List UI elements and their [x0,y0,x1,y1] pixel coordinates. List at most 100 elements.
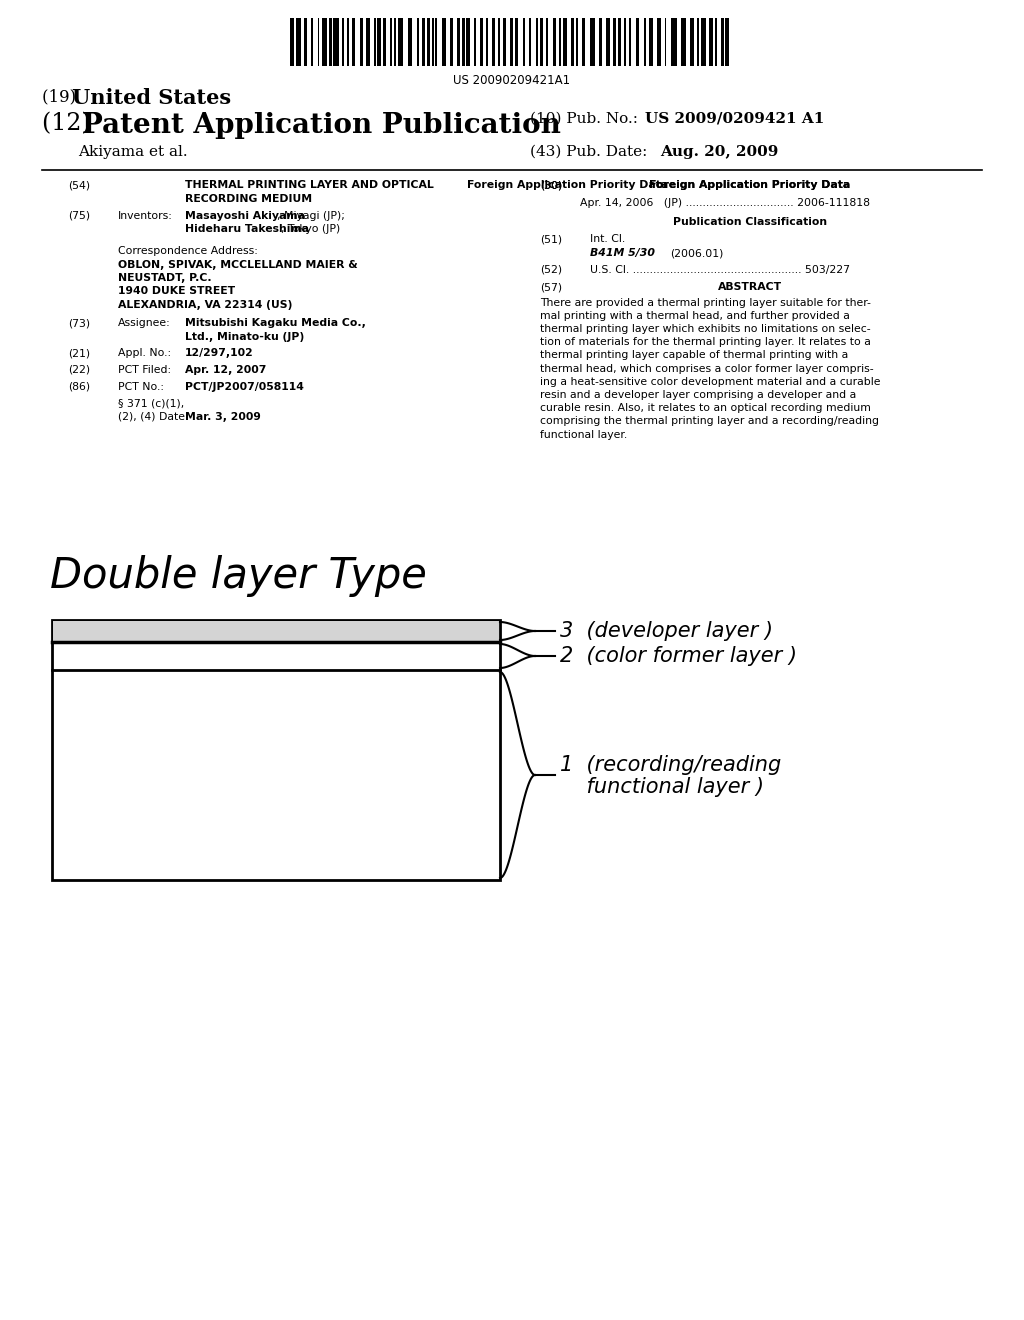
Bar [53,620,499,642]
Bar [322,18,327,66]
Bar [617,18,622,66]
Text: (2006.01): (2006.01) [670,248,723,257]
Text: Apr. 14, 2006   (JP) ................................ 2006-111818: Apr. 14, 2006 (JP) .....................… [580,198,870,207]
Bar [383,18,386,66]
Text: OBLON, SPIVAK, MCCLELLAND MAIER &: OBLON, SPIVAK, MCCLELLAND MAIER & [118,260,357,269]
Bar [342,18,344,66]
Text: Correspondence Address:: Correspondence Address: [118,246,258,256]
Text: (73): (73) [68,318,90,329]
Bar [636,18,639,66]
Bar [296,18,301,66]
Bar [334,18,339,66]
Text: Masayoshi Akiyama: Masayoshi Akiyama [185,211,305,220]
Text: (43) Pub. Date:: (43) Pub. Date: [530,145,647,158]
Bar [649,18,653,66]
Text: (75): (75) [68,211,90,220]
Bar [570,18,573,66]
Text: ALEXANDRIA, VA 22314 (US): ALEXANDRIA, VA 22314 (US) [118,300,293,310]
Bar [710,18,713,66]
Bar [643,18,646,66]
Text: 2  (color former layer ): 2 (color former layer ) [560,645,797,667]
Bar [290,18,294,66]
Bar [394,18,396,66]
Text: United States: United States [72,88,231,108]
Text: Apr. 12, 2007: Apr. 12, 2007 [185,366,266,375]
Text: 3  (developer layer ): 3 (developer layer ) [560,620,773,642]
Bar [374,18,376,66]
Bar [359,18,362,66]
Bar [310,18,312,66]
Text: Foreign Application Priority Data: Foreign Application Priority Data [467,180,669,190]
Bar [510,18,513,66]
Text: There are provided a thermal printing layer suitable for ther-
mal printing with: There are provided a thermal printing la… [540,297,881,440]
Text: (54): (54) [68,180,90,190]
Text: Inventors:: Inventors: [118,211,173,220]
Bar [492,18,495,66]
Bar [442,18,446,66]
Bar [590,18,595,66]
Bar [715,18,717,66]
Bar [409,18,412,66]
Bar [486,18,488,66]
Bar [665,18,667,66]
Text: Hideharu Takeshima: Hideharu Takeshima [185,224,309,235]
Text: Foreign Application Priority Data: Foreign Application Priority Data [649,180,851,190]
Bar [378,18,382,66]
Text: US 2009/0209421 A1: US 2009/0209421 A1 [645,112,824,125]
Bar [681,18,686,66]
Text: (51): (51) [540,235,562,244]
Bar [515,18,518,66]
Text: B41M 5/30: B41M 5/30 [590,248,655,257]
Text: 1940 DUKE STREET: 1940 DUKE STREET [118,286,236,297]
Bar [606,18,610,66]
Text: Appl. No.:: Appl. No.: [118,348,171,359]
Text: (12): (12) [42,112,98,135]
Bar [523,18,525,66]
Bar [398,18,403,66]
Bar [347,18,349,66]
Text: functional layer ): functional layer ) [560,777,764,797]
Bar [304,18,307,66]
Text: Double layer Type: Double layer Type [50,554,427,597]
Bar [422,18,425,66]
Text: (86): (86) [68,381,90,392]
Bar [390,18,392,66]
Bar [599,18,602,66]
Text: 1  (recording/reading: 1 (recording/reading [560,755,781,775]
Text: US 20090209421A1: US 20090209421A1 [454,74,570,87]
Text: (10) Pub. No.:: (10) Pub. No.: [530,112,643,125]
Text: Publication Classification: Publication Classification [673,216,827,227]
Bar [540,178,1024,194]
Text: PCT/JP2007/058114: PCT/JP2007/058114 [185,381,304,392]
Text: PCT Filed:: PCT Filed: [118,366,171,375]
Text: Foreign Application Priority Data: Foreign Application Priority Data [649,180,851,190]
Bar [541,18,544,66]
Text: , Tokyo (JP): , Tokyo (JP) [281,224,340,235]
Bar [657,18,660,66]
Bar [672,18,677,66]
Bar [466,18,470,66]
Text: (57): (57) [540,282,562,292]
Bar [52,620,500,880]
Text: RECORDING MEDIUM: RECORDING MEDIUM [185,194,312,203]
Text: (52): (52) [540,264,562,275]
Bar [575,18,578,66]
Text: ABSTRACT: ABSTRACT [718,282,782,292]
Text: § 371 (c)(1),: § 371 (c)(1), [118,399,184,408]
Text: (19): (19) [42,88,81,106]
Bar [625,18,626,66]
Bar [529,18,531,66]
Text: Mitsubishi Kagaku Media Co.,: Mitsubishi Kagaku Media Co., [185,318,366,329]
Bar [701,18,706,66]
Bar [536,18,538,66]
Bar [696,18,698,66]
Bar [725,18,729,66]
Bar [721,18,724,66]
Text: (21): (21) [68,348,90,359]
Text: THERMAL PRINTING LAYER AND OPTICAL: THERMAL PRINTING LAYER AND OPTICAL [185,180,434,190]
Bar [613,18,616,66]
Text: , Miyagi (JP);: , Miyagi (JP); [278,211,345,220]
Text: Aug. 20, 2009: Aug. 20, 2009 [660,145,778,158]
Text: Int. Cl.: Int. Cl. [590,235,626,244]
Bar [503,18,506,66]
